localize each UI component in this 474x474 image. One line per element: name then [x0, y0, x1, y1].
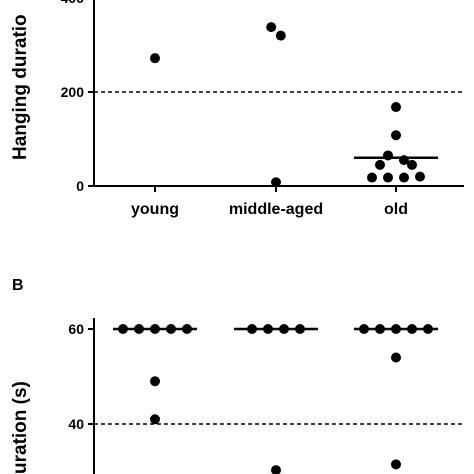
panel-a-data-point — [375, 159, 385, 170]
panel-b-data-point — [150, 324, 160, 334]
panel-a-data-point — [383, 150, 393, 161]
panel-a-x-ticks: young middle-aged old — [131, 186, 408, 218]
panel-b-data-point — [375, 324, 385, 334]
panel-a-x-tick-label: middle-aged — [229, 201, 323, 218]
panel-b-data-point — [166, 324, 176, 334]
panel-b-data-point — [295, 324, 305, 334]
panel-b-data-point — [247, 324, 257, 334]
panel-b-data-point — [134, 324, 144, 334]
panel-b-data-point — [150, 376, 160, 387]
panel-b-data-point — [271, 465, 281, 474]
panel-b-data-point — [423, 324, 433, 334]
panel-b-points — [118, 324, 433, 474]
panel-b-data-point — [391, 352, 401, 363]
panel-b-letter: B — [12, 277, 24, 294]
panel-b-y-tick-label: 60 — [68, 321, 84, 337]
panel-b-data-point — [391, 459, 401, 470]
panel-b-data-point — [118, 324, 128, 334]
panel-a-data-point — [271, 177, 281, 188]
panel-a-data-point — [266, 22, 277, 33]
panel-a-y-axis-title: Hanging duratio — [10, 14, 31, 160]
panel-a-y-tick-label: 200 — [61, 84, 85, 100]
panel-a-y-tick-label: 0 — [76, 178, 84, 194]
panel-a: Hanging duratio 0 200 400 young middle-aged… — [10, 0, 464, 218]
panel-a-data-point — [415, 171, 425, 182]
panel-b-data-point — [150, 414, 160, 425]
panel-b-y-tick-label: 40 — [68, 416, 84, 432]
panel-a-data-point — [407, 159, 417, 170]
panel-a-points — [150, 22, 425, 188]
panel-a-y-tick-label: 400 — [61, 0, 85, 6]
panel-a-y-ticks: 0 200 400 — [61, 0, 94, 194]
panel-a-x-tick-label: old — [384, 201, 408, 218]
panel-b-data-point — [279, 324, 289, 334]
panel-a-data-point — [150, 53, 160, 64]
panel-b-data-point — [407, 324, 417, 334]
panel-b-y-ticks: 40 60 — [68, 321, 94, 432]
panel-a-x-tick-label: young — [131, 201, 179, 218]
panel-a-data-point — [367, 172, 377, 183]
panel-b-data-point — [391, 324, 401, 334]
panel-a-data-point — [275, 30, 286, 41]
panel-a-data-point — [399, 172, 409, 183]
panel-a-data-point — [399, 155, 409, 166]
panel-a-data-point — [383, 172, 393, 183]
panel-b-data-point — [359, 324, 369, 334]
panel-b-data-point — [182, 324, 192, 334]
panel-a-data-point — [391, 130, 401, 141]
panel-b-data-point — [263, 324, 273, 334]
panel-b-y-axis-title: uration (s) — [10, 381, 31, 474]
panel-a-data-point — [391, 102, 401, 113]
panel-b: B uration (s) 40 60 — [10, 277, 464, 474]
